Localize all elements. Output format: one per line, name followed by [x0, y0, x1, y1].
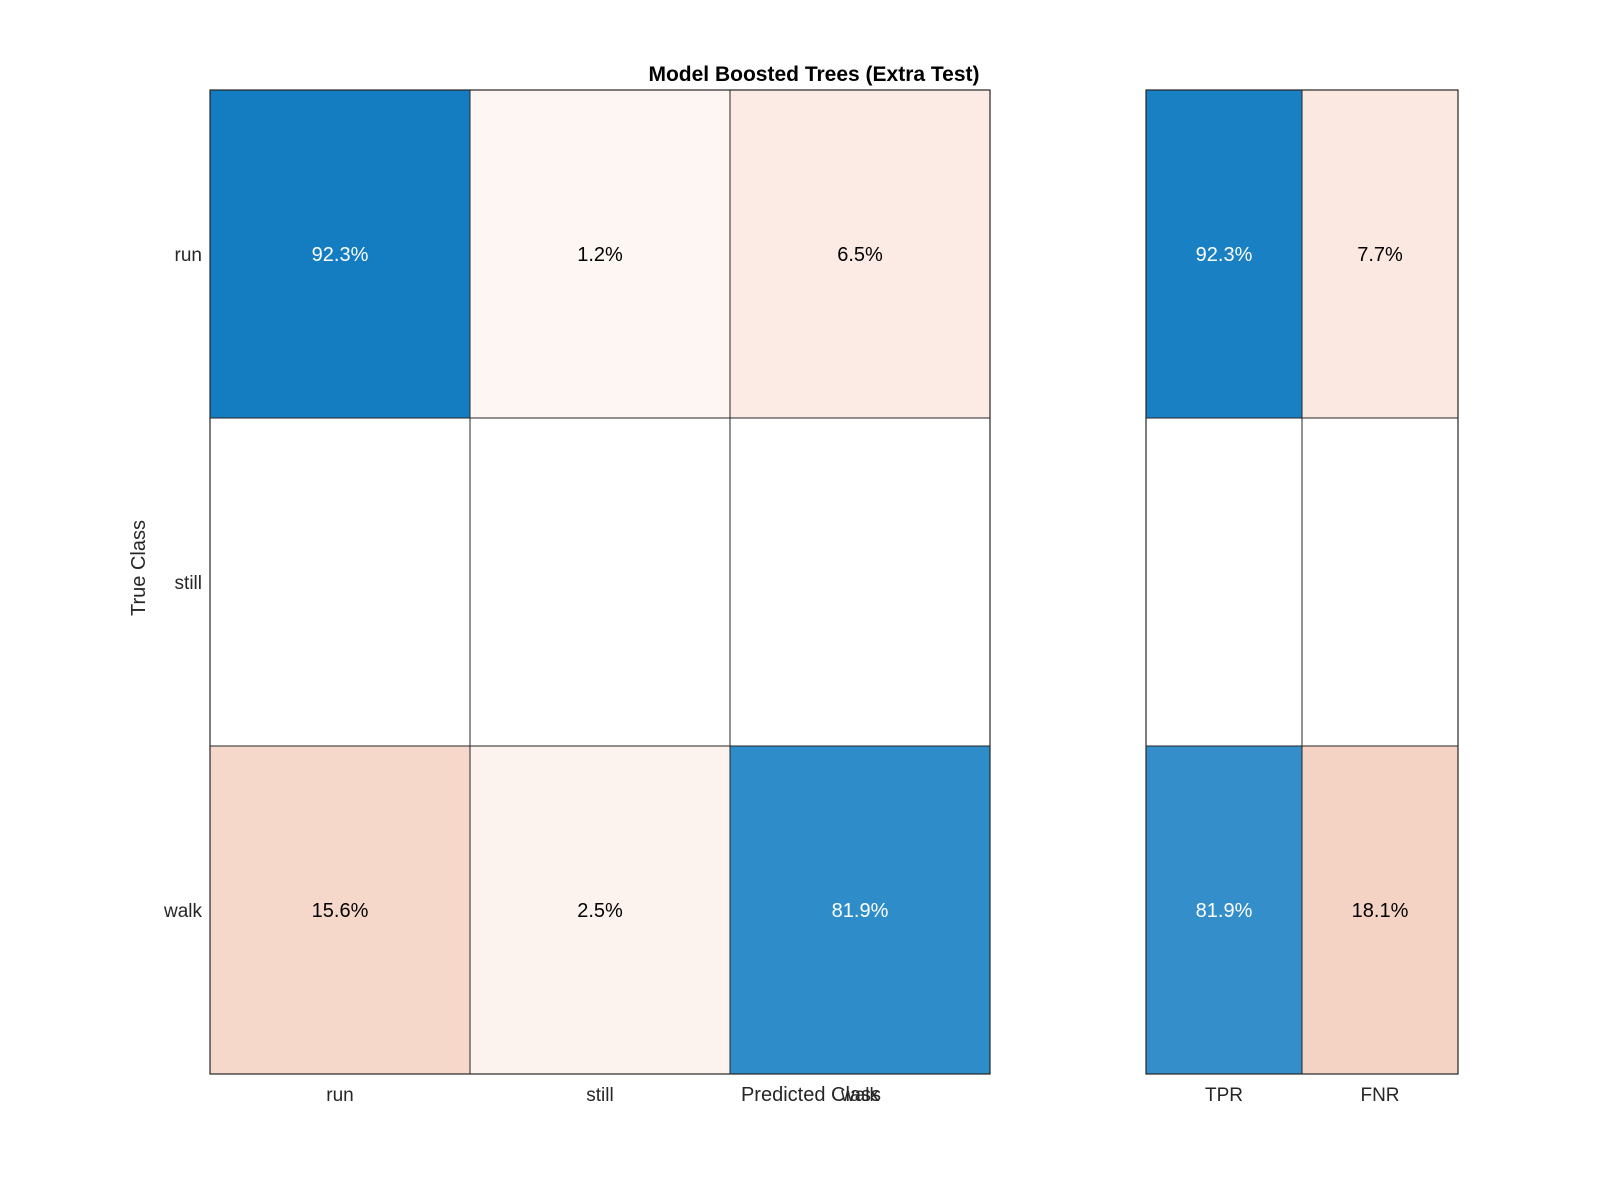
cm-cell-1-2 [729, 417, 991, 747]
cm-row-label-1: still [175, 573, 202, 594]
rate-border [1145, 89, 1459, 1075]
rate-cell-label-0-1: 7.7% [1357, 244, 1403, 266]
rate-cell-2-1 [1301, 745, 1459, 1075]
cm-cell-label-0-0: 92.3% [312, 244, 369, 266]
rate-matrix: 92.3% 7.7% 81.9% 18.1% TPR FNR [1145, 89, 1459, 1106]
chart-title: Model Boosted Trees (Extra Test) [648, 63, 979, 86]
cm-cell-label-2-1: 2.5% [577, 900, 623, 922]
cm-col-label-1: still [586, 1085, 613, 1106]
rate-col-label-0: TPR [1205, 1085, 1243, 1106]
cm-cell-1-1 [469, 417, 731, 747]
y-axis-label: True Class [128, 520, 150, 616]
confusion-matrix: 92.3% 1.2% 6.5% 15.6% 2.5% 81.9% run still walk r… [163, 89, 991, 1106]
cm-cell-label-2-0: 15.6% [312, 900, 369, 922]
cm-col-label-0: run [326, 1085, 353, 1106]
cm-cell-label-2-2: 81.9% [832, 900, 889, 922]
cm-cell-2-0 [209, 745, 471, 1075]
cm-cell-label-0-1: 1.2% [577, 244, 623, 266]
rate-cell-1-0 [1145, 417, 1303, 747]
rate-cell-label-2-1: 18.1% [1352, 900, 1409, 922]
rate-cell-label-2-0: 81.9% [1196, 900, 1253, 922]
rate-col-label-1: FNR [1360, 1085, 1399, 1106]
rate-cell-1-1 [1301, 417, 1459, 747]
cm-border [209, 89, 991, 1075]
cm-row-label-0: run [175, 245, 202, 266]
rate-cell-0-0 [1145, 89, 1303, 419]
rate-cell-0-1 [1301, 89, 1459, 419]
cm-cell-2-2 [729, 745, 991, 1075]
cm-cell-label-0-2: 6.5% [837, 244, 883, 266]
cm-cell-1-0 [209, 417, 471, 747]
rate-cell-label-0-0: 92.3% [1196, 244, 1253, 266]
cm-cell-0-1 [469, 89, 731, 419]
cm-row-label-2: walk [163, 901, 203, 922]
cm-cell-2-1 [469, 745, 731, 1075]
cm-col-label-2: walk [840, 1085, 880, 1106]
x-axis-label: Predicted Class [741, 1084, 881, 1106]
rate-cell-2-0 [1145, 745, 1303, 1075]
